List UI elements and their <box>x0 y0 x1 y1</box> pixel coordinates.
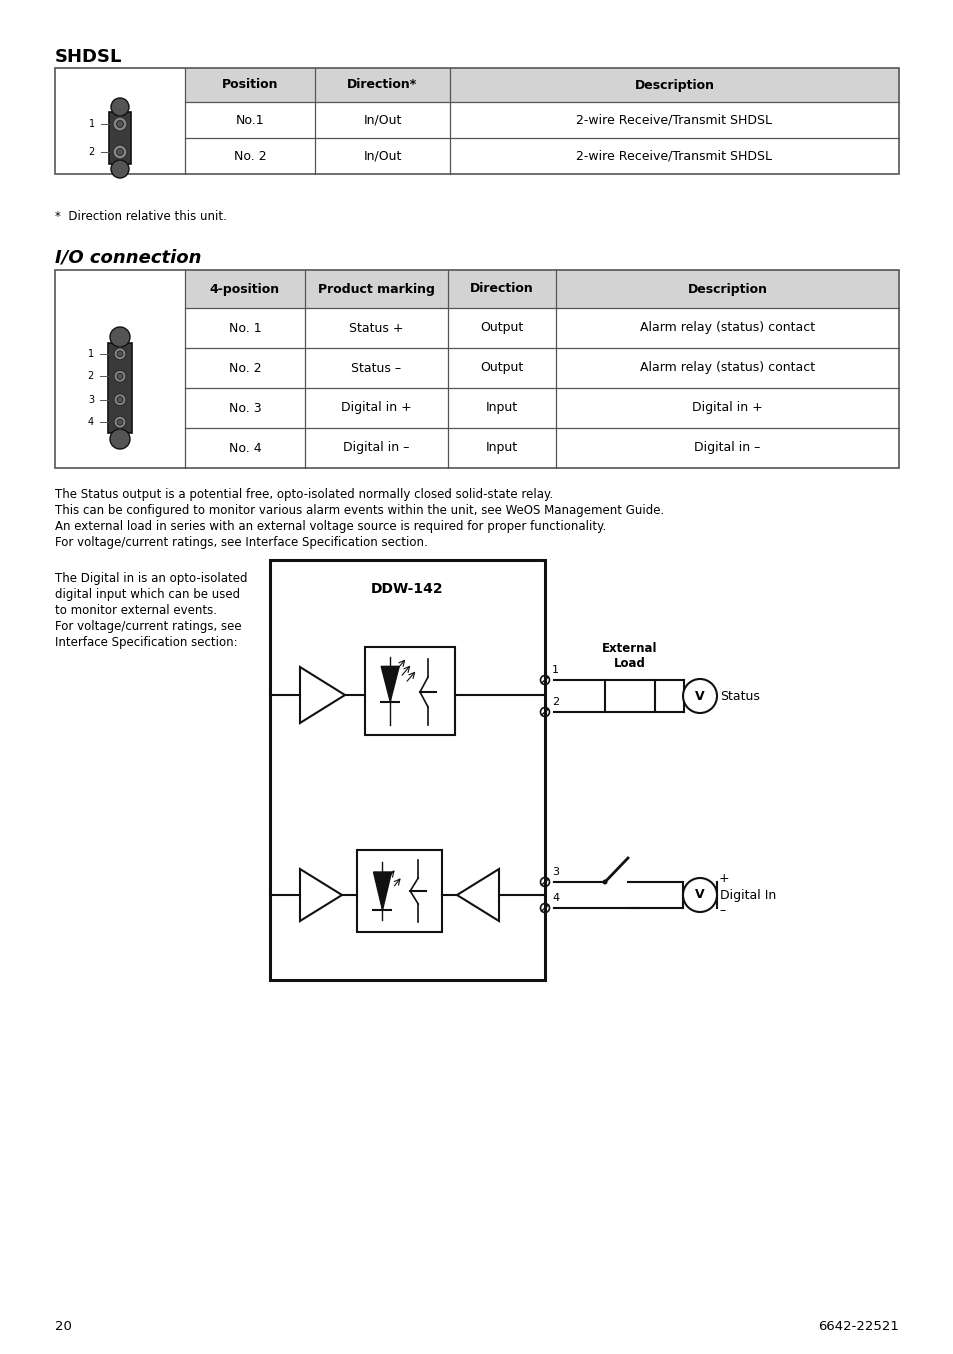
Circle shape <box>682 877 717 913</box>
Text: Description: Description <box>687 283 767 295</box>
Text: 2: 2 <box>88 371 94 382</box>
Text: For voltage/current ratings, see: For voltage/current ratings, see <box>55 620 241 634</box>
Circle shape <box>110 429 130 450</box>
Text: Digital in +: Digital in + <box>341 402 412 414</box>
Text: V: V <box>695 689 704 703</box>
Text: Input: Input <box>485 402 517 414</box>
Bar <box>108 343 132 433</box>
Bar <box>109 112 131 164</box>
Text: The Digital in is an opto-isolated: The Digital in is an opto-isolated <box>55 571 247 585</box>
Text: 20: 20 <box>55 1320 71 1332</box>
Text: Description: Description <box>634 79 714 92</box>
Text: DDW-142: DDW-142 <box>371 582 443 596</box>
Text: 3: 3 <box>552 867 558 877</box>
Text: to monitor external events.: to monitor external events. <box>55 604 216 617</box>
Text: 4: 4 <box>88 417 94 428</box>
Text: Status –: Status – <box>351 362 401 375</box>
Text: Digital in –: Digital in – <box>694 441 760 455</box>
Text: No. 1: No. 1 <box>229 321 261 334</box>
Text: This can be configured to monitor various alarm events within the unit, see WeOS: This can be configured to monitor variou… <box>55 504 663 517</box>
Text: Digital In: Digital In <box>720 888 776 902</box>
Text: 6642-22521: 6642-22521 <box>818 1320 898 1332</box>
Text: SHDSL: SHDSL <box>55 47 122 66</box>
Circle shape <box>110 328 130 347</box>
Circle shape <box>112 116 127 131</box>
Bar <box>185 269 898 307</box>
Circle shape <box>116 121 123 127</box>
Text: –: – <box>719 904 724 918</box>
Text: Product marking: Product marking <box>317 283 435 295</box>
Circle shape <box>113 416 126 428</box>
Text: *  Direction relative this unit.: * Direction relative this unit. <box>55 210 227 223</box>
Text: Status: Status <box>720 689 760 703</box>
Circle shape <box>113 370 126 382</box>
Text: Direction: Direction <box>470 283 534 295</box>
Circle shape <box>117 420 123 425</box>
Text: 1: 1 <box>88 349 94 359</box>
Circle shape <box>111 97 129 116</box>
Text: In/Out: In/Out <box>363 149 401 162</box>
Text: digital input which can be used: digital input which can be used <box>55 588 240 601</box>
Polygon shape <box>374 872 391 910</box>
Polygon shape <box>381 666 398 701</box>
Text: V: V <box>695 888 704 902</box>
Text: Digital in –: Digital in – <box>343 441 409 455</box>
Text: 3: 3 <box>88 395 94 405</box>
Text: 2-wire Receive/Transmit SHDSL: 2-wire Receive/Transmit SHDSL <box>576 149 772 162</box>
Bar <box>604 680 655 712</box>
Bar <box>270 561 544 980</box>
Bar <box>55 68 898 175</box>
Text: +: + <box>719 872 729 886</box>
Text: 2-wire Receive/Transmit SHDSL: 2-wire Receive/Transmit SHDSL <box>576 114 772 126</box>
Bar <box>185 68 898 102</box>
Text: 1: 1 <box>552 665 558 676</box>
Text: 4: 4 <box>552 894 558 903</box>
Bar <box>365 647 455 735</box>
Circle shape <box>117 397 123 402</box>
Text: Status +: Status + <box>349 321 403 334</box>
Text: Alarm relay (status) contact: Alarm relay (status) contact <box>639 321 814 334</box>
Text: Position: Position <box>221 79 278 92</box>
Circle shape <box>117 374 123 379</box>
Text: Interface Specification section:: Interface Specification section: <box>55 636 237 649</box>
Circle shape <box>116 149 123 156</box>
Text: No. 2: No. 2 <box>233 149 266 162</box>
Text: No. 2: No. 2 <box>229 362 261 375</box>
Text: An external load in series with an external voltage source is required for prope: An external load in series with an exter… <box>55 520 605 533</box>
Text: No. 4: No. 4 <box>229 441 261 455</box>
Text: 4-position: 4-position <box>210 283 280 295</box>
Text: I/O connection: I/O connection <box>55 248 201 265</box>
Text: 1: 1 <box>89 119 95 129</box>
Text: Input: Input <box>485 441 517 455</box>
Circle shape <box>111 160 129 177</box>
Bar <box>356 850 441 932</box>
Text: External
Load: External Load <box>601 642 657 670</box>
Text: Alarm relay (status) contact: Alarm relay (status) contact <box>639 362 814 375</box>
Circle shape <box>117 351 123 357</box>
Text: 2: 2 <box>89 148 95 157</box>
Text: For voltage/current ratings, see Interface Specification section.: For voltage/current ratings, see Interfa… <box>55 536 427 548</box>
Circle shape <box>113 394 126 406</box>
Text: Output: Output <box>480 321 523 334</box>
Text: In/Out: In/Out <box>363 114 401 126</box>
Circle shape <box>113 348 126 360</box>
Bar <box>55 269 898 468</box>
Text: The Status output is a potential free, opto-isolated normally closed solid-state: The Status output is a potential free, o… <box>55 487 553 501</box>
Text: Direction*: Direction* <box>347 79 417 92</box>
Text: No. 3: No. 3 <box>229 402 261 414</box>
Circle shape <box>602 880 607 884</box>
Text: Output: Output <box>480 362 523 375</box>
Text: Digital in +: Digital in + <box>691 402 762 414</box>
Text: No.1: No.1 <box>235 114 264 126</box>
Circle shape <box>112 145 127 158</box>
Text: 2: 2 <box>552 697 558 707</box>
Circle shape <box>682 678 717 714</box>
